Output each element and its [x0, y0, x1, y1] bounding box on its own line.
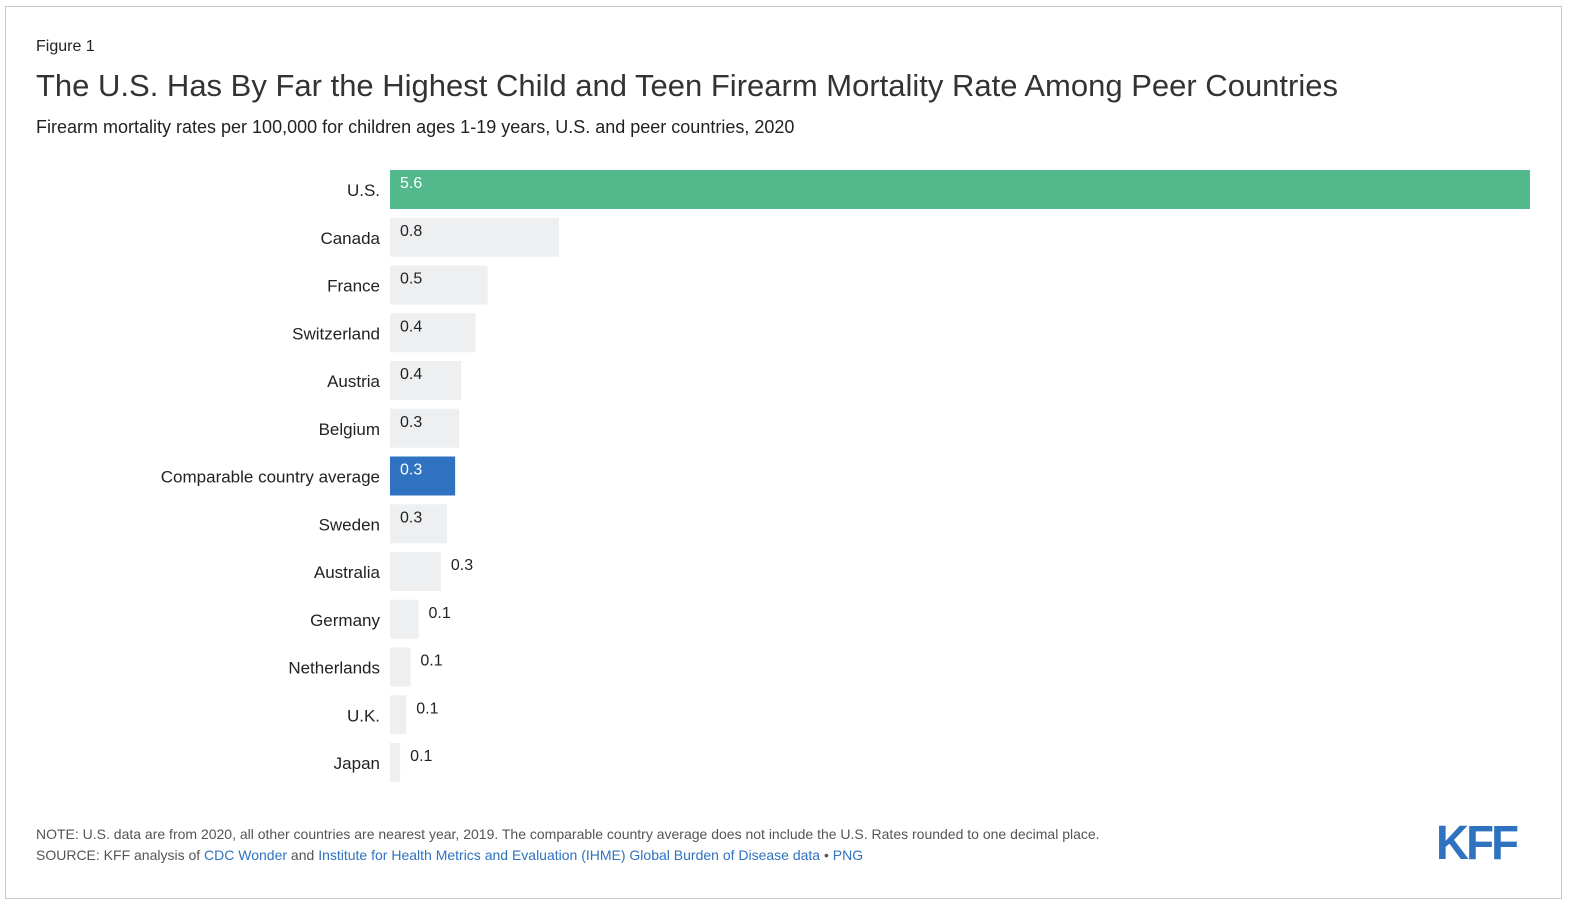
- kff-logo: KFF: [1436, 817, 1519, 870]
- category-label: Comparable country average: [161, 468, 380, 487]
- category-label: Germany: [310, 611, 380, 630]
- data-label: 0.3: [400, 462, 422, 479]
- category-label: U.K.: [347, 706, 380, 725]
- data-label: 0.1: [420, 653, 442, 670]
- bullet: •: [820, 847, 833, 863]
- figure-frame: [5, 6, 1562, 899]
- cdc-wonder-link[interactable]: CDC Wonder: [204, 847, 288, 863]
- category-label: Austria: [327, 372, 380, 391]
- data-label: 0.4: [400, 318, 422, 335]
- footnote: NOTE: U.S. data are from 2020, all other…: [36, 826, 1100, 842]
- data-label: 0.3: [400, 414, 422, 431]
- source-and: and: [287, 847, 319, 863]
- bar: [390, 408, 460, 448]
- category-label: Canada: [320, 229, 380, 248]
- bar: [390, 265, 488, 305]
- bar-chart: U.S. 5.6 Canada 0.8 France 0.5 Switzerland 0.4 A…: [161, 170, 1530, 782]
- bar: [390, 170, 1530, 209]
- bar: [390, 504, 447, 544]
- chart-subtitle: Firearm mortality rates per 100,000 for …: [36, 117, 795, 137]
- data-label: 5.6: [400, 175, 422, 192]
- data-label: 0.3: [400, 509, 422, 526]
- bar: [390, 313, 476, 353]
- data-label: 0.5: [400, 271, 422, 288]
- category-label: Netherlands: [288, 659, 380, 678]
- bar: [390, 217, 559, 257]
- figure-label: Figure 1: [36, 38, 95, 55]
- data-label: 0.4: [400, 366, 422, 383]
- bar: [390, 743, 401, 782]
- png-download-link[interactable]: PNG: [832, 847, 864, 863]
- bar: [390, 456, 456, 496]
- data-label: 0.3: [451, 557, 473, 574]
- category-label: France: [327, 277, 380, 296]
- bar: [390, 552, 441, 591]
- category-label: Australia: [314, 563, 381, 582]
- ihme-link[interactable]: Institute for Health Metrics and Evaluat…: [318, 847, 821, 863]
- category-label: Switzerland: [292, 324, 380, 343]
- data-label: 0.1: [410, 748, 432, 765]
- chart-title: The U.S. Has By Far the Highest Child an…: [36, 68, 1338, 103]
- data-label: 0.1: [416, 700, 438, 717]
- source-prefix: SOURCE: KFF analysis of: [36, 847, 205, 863]
- category-label: U.S.: [347, 181, 380, 200]
- bar: [390, 647, 411, 687]
- bar: [390, 599, 419, 639]
- category-label: Sweden: [319, 515, 380, 534]
- data-label: 0.1: [429, 605, 451, 622]
- source-line: SOURCE: KFF analysis of CDC Wonder and I…: [36, 847, 863, 863]
- category-label: Belgium: [319, 420, 380, 439]
- bar: [390, 695, 407, 735]
- category-label: Japan: [334, 754, 380, 773]
- bar: [390, 361, 462, 400]
- data-label: 0.8: [400, 223, 422, 240]
